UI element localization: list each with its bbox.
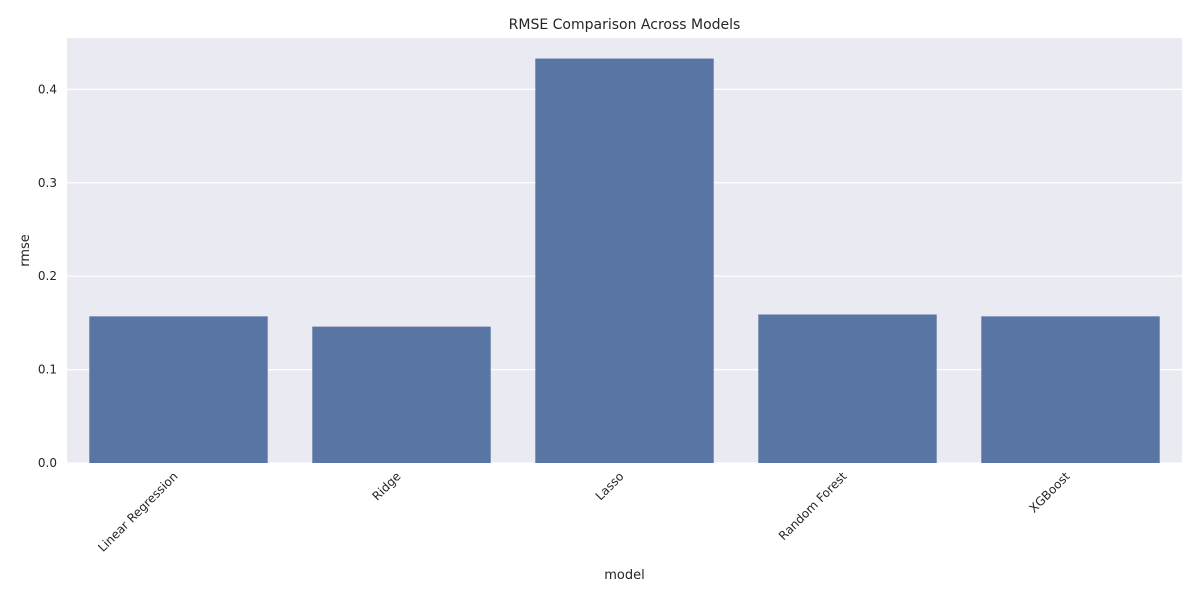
bar-linear-regression [89, 316, 268, 463]
x-axis-label: model [604, 568, 644, 583]
chart-title: RMSE Comparison Across Models [509, 17, 741, 33]
bar-xgboost [981, 316, 1160, 463]
x-tick-label: XGBoost [1026, 469, 1072, 515]
x-tick-label: Ridge [369, 469, 403, 503]
y-tick-label: 0.1 [38, 363, 57, 377]
bar-ridge [312, 326, 491, 463]
x-tick-label: Linear Regression [95, 469, 180, 554]
bar-lasso [535, 58, 714, 464]
bar-random-forest [758, 314, 937, 463]
bars [89, 58, 1160, 464]
x-axis-ticks: Linear Regression Ridge Lasso Random Forest… [95, 469, 1073, 555]
y-tick-label: 0.3 [38, 176, 57, 190]
y-axis-label: rmse [18, 234, 33, 267]
y-axis-ticks: 0.0 0.1 0.2 0.3 0.4 [38, 82, 57, 470]
x-tick-label: Random Forest [776, 469, 850, 543]
y-tick-label: 0.0 [38, 456, 57, 470]
y-tick-label: 0.4 [38, 82, 57, 96]
y-tick-label: 0.2 [38, 269, 57, 283]
x-tick-label: Lasso [593, 469, 627, 503]
